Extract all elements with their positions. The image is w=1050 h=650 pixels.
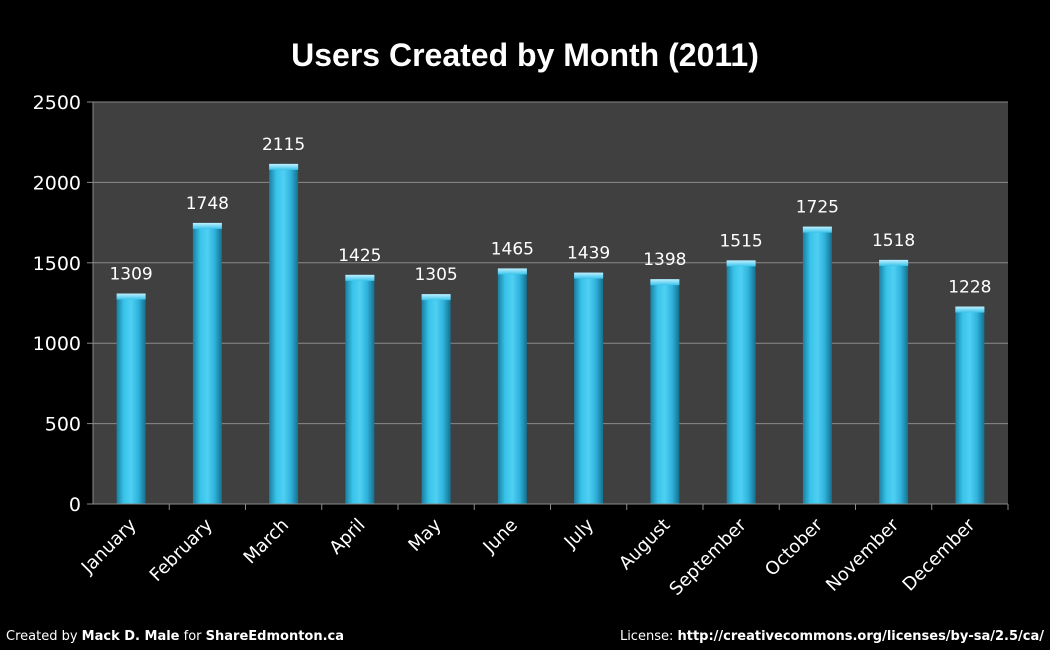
- license-line: License: http://creativecommons.org/lice…: [620, 629, 1044, 644]
- data-label: 1439: [567, 244, 610, 264]
- bar-body: [650, 279, 680, 504]
- bar-body: [192, 222, 222, 504]
- y-tick-label: 1500: [33, 253, 81, 275]
- bar-cap: [726, 260, 756, 267]
- bar: [497, 268, 527, 504]
- bar-cap: [802, 226, 832, 233]
- bar-body: [726, 260, 756, 504]
- bar: [269, 163, 299, 504]
- bar-body: [269, 163, 299, 504]
- bar-cap: [574, 272, 604, 279]
- bar-body: [955, 306, 985, 504]
- bar: [802, 226, 832, 504]
- data-label: 1518: [872, 231, 915, 251]
- bar-cap: [192, 222, 222, 229]
- y-tick-label: 1000: [33, 333, 81, 355]
- x-tick-label: December: [899, 514, 980, 595]
- x-tick-label: September: [665, 514, 751, 600]
- credit-line: Created by Mack D. Male for ShareEdmonto…: [6, 629, 344, 644]
- x-tick-label: April: [325, 515, 369, 559]
- bar-cap: [955, 306, 985, 313]
- bar-body: [497, 268, 527, 504]
- bar: [192, 222, 222, 504]
- data-label: 1425: [338, 246, 381, 266]
- y-tick-label: 500: [45, 414, 81, 436]
- credit-author: Mack D. Male: [81, 629, 180, 644]
- x-tick-label: August: [615, 515, 674, 574]
- bar-cap: [650, 279, 680, 286]
- x-tick-label: May: [404, 514, 445, 555]
- x-tick-label: July: [560, 514, 599, 553]
- license-url: http://creativecommons.org/licenses/by-s…: [677, 629, 1044, 644]
- x-tick-label: March: [240, 515, 294, 569]
- bar: [421, 294, 451, 504]
- x-tick-label: November: [822, 514, 903, 595]
- credit-for: for: [183, 629, 202, 644]
- bar-body: [421, 294, 451, 504]
- bar: [726, 260, 756, 504]
- bar-cap: [421, 294, 451, 301]
- y-tick-label: 0: [69, 494, 81, 516]
- data-label: 1309: [109, 265, 152, 285]
- x-tick-label: October: [761, 514, 827, 580]
- data-label: 1515: [719, 231, 762, 251]
- data-label: 1228: [948, 278, 991, 298]
- bar-cap: [879, 259, 909, 266]
- y-tick-label: 2500: [33, 92, 81, 114]
- bar: [955, 306, 985, 504]
- data-label: 1465: [491, 239, 534, 259]
- bar-cap: [269, 163, 299, 170]
- x-tick-label: June: [479, 515, 522, 558]
- bar-body: [802, 226, 832, 504]
- x-tick-label: February: [146, 514, 217, 585]
- data-label: 1725: [796, 198, 839, 218]
- bar: [116, 293, 146, 504]
- credit-site: ShareEdmonton.ca: [205, 629, 345, 644]
- bar: [650, 279, 680, 504]
- bar: [345, 274, 375, 504]
- credit-prefix: Created by: [6, 629, 78, 644]
- data-label: 1305: [414, 265, 457, 285]
- bar-cap: [116, 293, 146, 300]
- bar-body: [116, 293, 146, 504]
- x-tick-label: January: [77, 514, 141, 578]
- data-label: 2115: [262, 135, 305, 155]
- license-prefix: License:: [619, 629, 674, 644]
- bar-cap: [497, 268, 527, 275]
- data-label: 1748: [186, 194, 229, 214]
- bar-body: [345, 274, 375, 504]
- bar: [879, 259, 909, 504]
- bar-body: [574, 272, 604, 504]
- bar-body: [879, 259, 909, 504]
- y-tick-label: 2000: [33, 172, 81, 194]
- data-label: 1398: [643, 250, 686, 270]
- plot-area: [93, 102, 1008, 504]
- chart-title: Users Created by Month (2011): [291, 37, 759, 73]
- bar-cap: [345, 274, 375, 281]
- bar: [574, 272, 604, 504]
